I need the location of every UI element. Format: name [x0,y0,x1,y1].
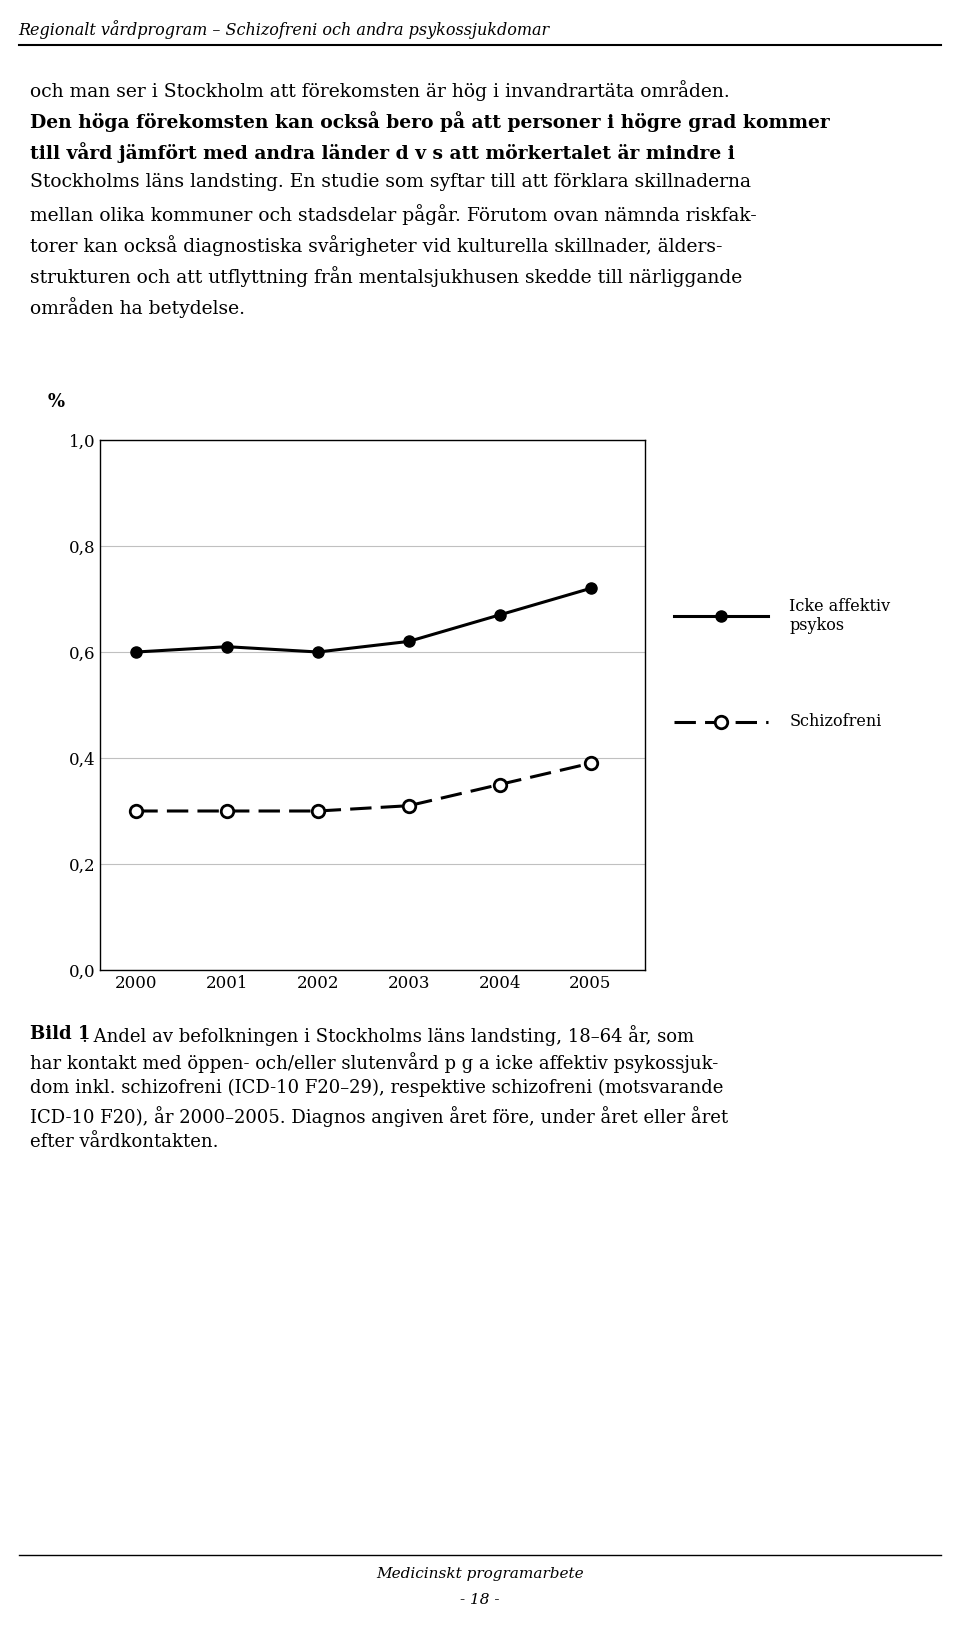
Text: och man ser i Stockholm att förekomsten är hög i invandrartäta områden.: och man ser i Stockholm att förekomsten … [30,80,730,101]
Text: Schizofreni: Schizofreni [789,714,881,730]
Text: har kontakt med öppen- och/eller slutenvård p g a icke affektiv psykossjuk-: har kontakt med öppen- och/eller slutenv… [30,1051,718,1073]
Text: ICD-10 F20), år 2000–2005. Diagnos angiven året före, under året eller året: ICD-10 F20), år 2000–2005. Diagnos angiv… [30,1107,728,1126]
Text: Medicinskt programarbete: Medicinskt programarbete [376,1566,584,1581]
Text: . Andel av befolkningen i Stockholms läns landsting, 18–64 år, som: . Andel av befolkningen i Stockholms län… [82,1025,694,1046]
Text: strukturen och att utflyttning från mentalsjukhusen skedde till närliggande: strukturen och att utflyttning från ment… [30,266,742,287]
Text: mellan olika kommuner och stadsdelar pågår. Förutom ovan nämnda riskfak-: mellan olika kommuner och stadsdelar påg… [30,204,756,225]
Text: Regionalt vårdprogram – Schizofreni och andra psykossjukdomar: Regionalt vårdprogram – Schizofreni och … [18,20,549,39]
Text: dom inkl. schizofreni (ICD-10 F20–29), respektive schizofreni (motsvarande: dom inkl. schizofreni (ICD-10 F20–29), r… [30,1079,724,1097]
Text: områden ha betydelse.: områden ha betydelse. [30,297,245,318]
Text: - 18 -: - 18 - [460,1593,500,1607]
Text: Icke affektiv
psykos: Icke affektiv psykos [789,598,891,634]
Text: till vård jämfört med andra länder d v s att mörkertalet är mindre i: till vård jämfört med andra länder d v s… [30,142,734,163]
Text: Bild 1: Bild 1 [30,1025,90,1043]
Text: efter vårdkontakten.: efter vårdkontakten. [30,1133,219,1151]
Text: %: % [47,393,64,411]
Text: Den höga förekomsten kan också bero på att personer i högre grad kommer: Den höga förekomsten kan också bero på a… [30,111,829,132]
Text: Stockholms läns landsting. En studie som syftar till att förklara skillnaderna: Stockholms läns landsting. En studie som… [30,173,751,191]
Text: torer kan också diagnostiska svårigheter vid kulturella skillnader, älders-: torer kan också diagnostiska svårigheter… [30,235,723,256]
